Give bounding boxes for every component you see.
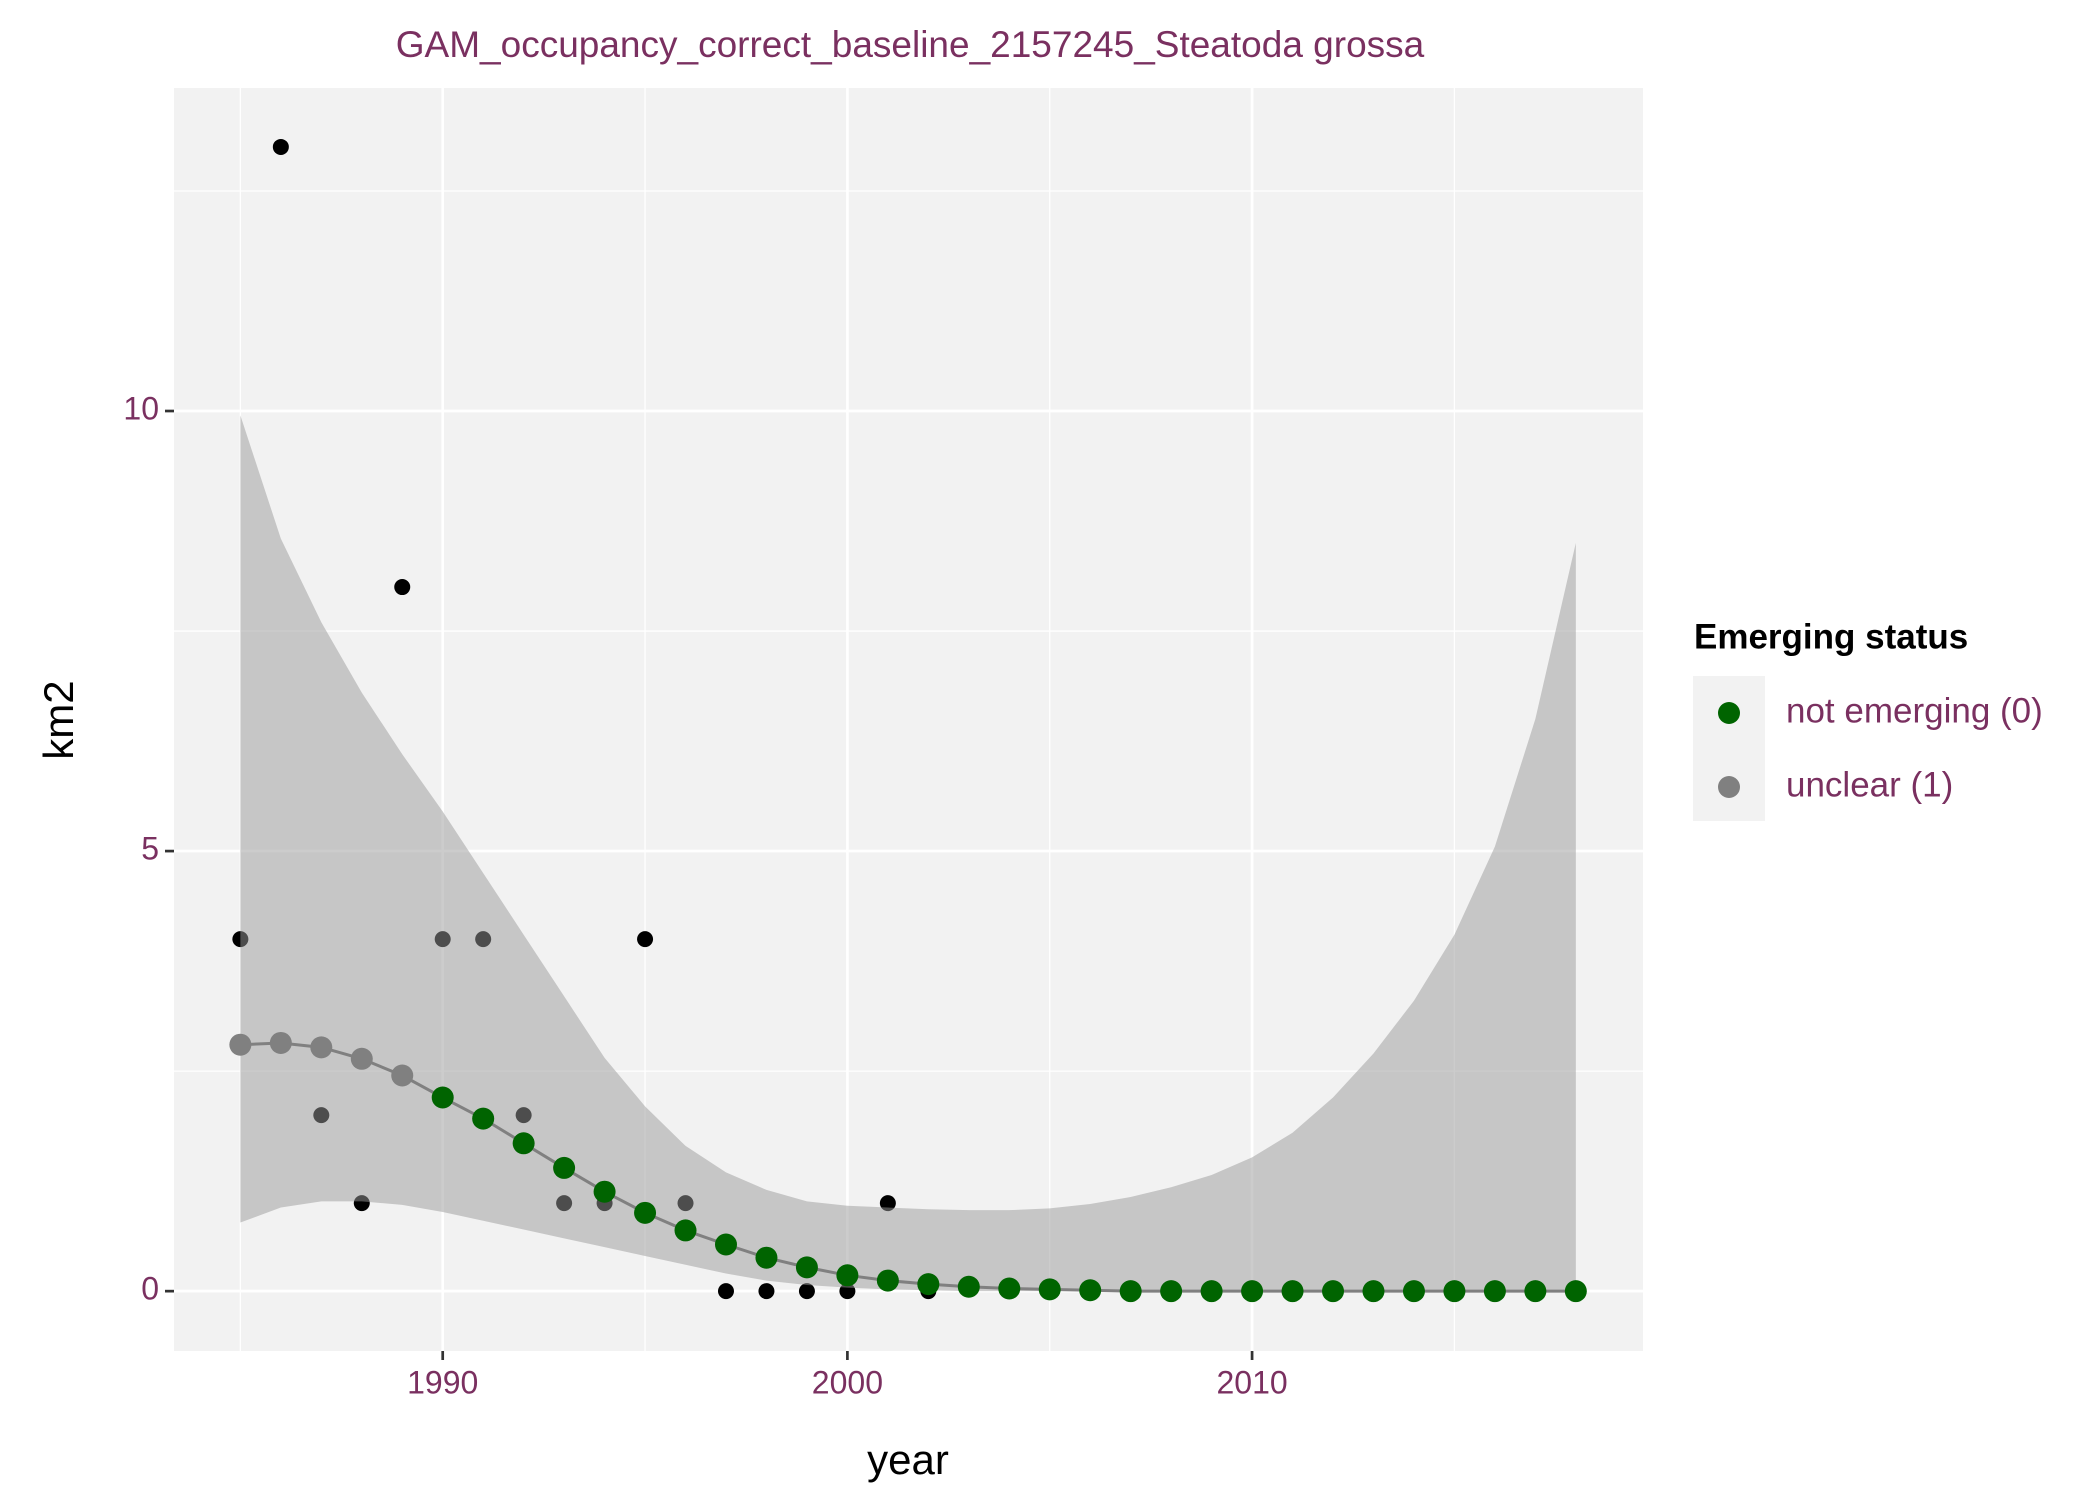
chart-title: GAM_occupancy_correct_baseline_2157245_S… bbox=[396, 24, 1425, 65]
confidence-ribbon bbox=[240, 415, 1576, 1292]
fitted-point bbox=[431, 1086, 454, 1109]
fitted-point bbox=[1079, 1279, 1102, 1302]
fitted-point bbox=[310, 1036, 333, 1059]
fitted-point bbox=[553, 1156, 576, 1179]
y-tick-label: 10 bbox=[123, 390, 159, 426]
fitted-point bbox=[836, 1264, 859, 1287]
trend-line bbox=[240, 1041, 1576, 1293]
fitted-point bbox=[1483, 1280, 1506, 1303]
observed-point bbox=[637, 931, 654, 948]
fitted-point bbox=[1524, 1280, 1547, 1303]
x-tick-label: 2010 bbox=[1216, 1364, 1287, 1400]
observed-point bbox=[758, 1283, 775, 1300]
fitted-point bbox=[229, 1033, 252, 1056]
observed-point bbox=[394, 579, 411, 596]
fitted-point bbox=[1322, 1280, 1345, 1303]
fitted-point bbox=[1402, 1280, 1425, 1303]
fitted-point bbox=[1564, 1280, 1587, 1303]
fitted-point bbox=[593, 1180, 616, 1203]
fitted-point bbox=[1241, 1280, 1264, 1303]
legend-title: Emerging status bbox=[1694, 617, 1968, 656]
x-axis-title: year bbox=[867, 1436, 949, 1483]
fitted-point bbox=[634, 1201, 657, 1224]
fitted-point bbox=[674, 1219, 697, 1242]
y-tick-label: 0 bbox=[141, 1271, 159, 1307]
fitted-point bbox=[795, 1256, 818, 1279]
legend-key-background bbox=[1693, 676, 1765, 821]
fitted-point bbox=[714, 1233, 737, 1256]
fitted-point bbox=[1160, 1280, 1183, 1303]
legend-key bbox=[1718, 776, 1740, 798]
observed-point bbox=[717, 1283, 734, 1300]
fitted-point bbox=[1119, 1280, 1142, 1303]
y-axis-title: km2 bbox=[35, 680, 82, 759]
x-tick-label: 1990 bbox=[407, 1364, 478, 1400]
fitted-point bbox=[1362, 1280, 1385, 1303]
fitted-point bbox=[269, 1031, 292, 1054]
fitted-point bbox=[876, 1269, 899, 1292]
observed-point bbox=[272, 138, 289, 155]
fitted-point bbox=[998, 1277, 1021, 1300]
fitted-point bbox=[957, 1275, 980, 1298]
x-tick-label: 2000 bbox=[812, 1364, 883, 1400]
fitted-point bbox=[1200, 1280, 1223, 1303]
fitted-point bbox=[755, 1246, 778, 1269]
fitted-point bbox=[391, 1064, 414, 1087]
fitted-point bbox=[472, 1107, 495, 1130]
fitted-point bbox=[917, 1273, 940, 1296]
observed-point bbox=[879, 1195, 896, 1212]
legend-key bbox=[1718, 702, 1740, 724]
fitted-point bbox=[512, 1132, 535, 1155]
fitted-point bbox=[1038, 1278, 1061, 1301]
legend-label: unclear (1) bbox=[1786, 765, 1953, 804]
legend-label: not emerging (0) bbox=[1786, 691, 2043, 730]
fitted-point bbox=[1281, 1280, 1304, 1303]
fitted-point bbox=[350, 1047, 373, 1070]
observed-point bbox=[798, 1283, 815, 1300]
y-tick-label: 5 bbox=[141, 831, 159, 867]
fitted-point bbox=[1443, 1280, 1466, 1303]
